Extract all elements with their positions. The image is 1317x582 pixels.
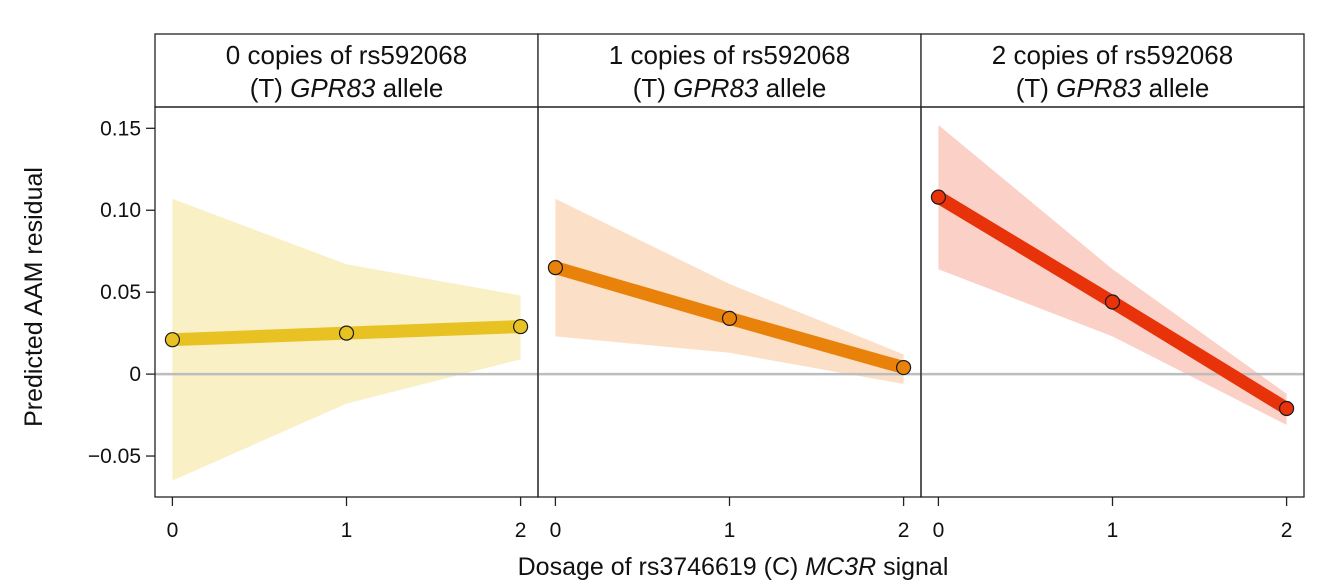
y-tick-label-4: 0.15 — [100, 117, 141, 140]
x-tick-label-1-2: 2 — [898, 519, 910, 542]
y-tick-label-0: −0.05 — [88, 445, 141, 468]
panel-0: 0 copies of rs592068(T) GPR83 allele 0 1 2 — [154, 33, 539, 542]
x-tick-label-1-1: 1 — [724, 519, 736, 542]
x-tick-label-2-1: 1 — [1107, 519, 1119, 542]
data-point-2-0 — [930, 189, 947, 205]
facet-title-part-1-2: allele — [758, 73, 826, 103]
data-point-0-2 — [512, 318, 529, 335]
facet-title-line2-0: (T) GPR83 allele — [250, 73, 444, 103]
facet-title-part-2-0: (T) — [1016, 73, 1056, 103]
x-tick-label-0-0: 0 — [167, 519, 179, 542]
data-point-0-1 — [338, 325, 355, 341]
facet-title-line1-2: 2 copies of rs592068 — [992, 40, 1233, 70]
y-tick-label-1: 0 — [129, 363, 141, 386]
y-axis-title: Predicted AAM residual — [20, 167, 48, 427]
data-point-2-2 — [1278, 400, 1295, 417]
data-point-0-0 — [164, 332, 181, 348]
facet-title-part-0-0: (T) — [250, 73, 290, 103]
x-tick-label-0-2: 2 — [515, 519, 527, 542]
x-tick-label-1-0: 0 — [550, 519, 562, 542]
y-tick-label-2: 0.05 — [100, 281, 141, 304]
data-point-1-1 — [721, 310, 738, 326]
x-tick-label-2-0: 0 — [933, 519, 945, 542]
data-point-1-0 — [547, 259, 564, 276]
facet-title-part-0-2: allele — [375, 73, 443, 103]
x-tick-label-0-1: 1 — [341, 519, 353, 542]
x-axis-title-part-1: Dosage of rs3746619 (C) — [518, 553, 806, 581]
facet-strip-1 — [537, 33, 922, 108]
facet-title-part-1-0: (T) — [633, 73, 673, 103]
facet-title-line1-0: 0 copies of rs592068 — [226, 40, 467, 70]
facet-title-part-2-2: allele — [1141, 73, 1209, 103]
x-axis-title: Dosage of rs3746619 (C) MC3R signal — [518, 553, 949, 581]
axes-layer: −0.05 0 0.05 0.10 0.15 — [88, 117, 155, 468]
facet-title-line1-1: 1 copies of rs592068 — [609, 40, 850, 70]
data-point-2-1 — [1104, 294, 1121, 310]
facet-title-line2-2: (T) GPR83 allele — [1016, 73, 1210, 103]
panel-1: 1 copies of rs592068(T) GPR83 allele 0 1 2 — [537, 33, 922, 542]
facet-title-line2-1: (T) GPR83 allele — [633, 73, 827, 103]
facet-strip-2 — [920, 33, 1305, 108]
y-tick-label-3: 0.10 — [100, 199, 141, 222]
x-tick-label-2-2: 2 — [1281, 519, 1293, 542]
x-axis-title-gene: MC3R — [805, 553, 876, 581]
x-axis-title-part-3: signal — [876, 553, 948, 581]
facet-strip-0 — [154, 33, 539, 108]
panel-2: 2 copies of rs592068(T) GPR83 allele 0 1 2 — [920, 33, 1305, 542]
data-point-1-2 — [895, 359, 912, 376]
facet-title-part-1-1: GPR83 — [673, 73, 759, 103]
facet-title-part-2-1: GPR83 — [1056, 73, 1142, 103]
facet-title-part-0-1: GPR83 — [290, 73, 376, 103]
